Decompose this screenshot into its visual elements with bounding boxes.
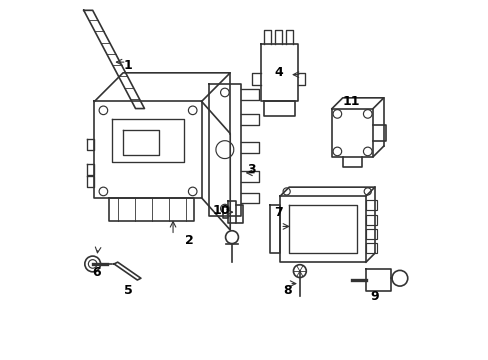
Text: 4: 4 [273,66,282,79]
Text: 3: 3 [247,163,255,176]
Bar [365,201,376,210]
Text: 9: 9 [370,289,378,303]
Text: 6: 6 [92,266,101,279]
Text: 8: 8 [283,284,291,297]
Bar [365,229,376,239]
Bar [365,243,376,253]
Text: 1: 1 [124,59,133,72]
Bar [365,215,376,225]
Text: 11: 11 [342,95,360,108]
Text: 5: 5 [124,284,133,297]
Text: 7: 7 [273,206,282,219]
Text: 10: 10 [212,204,229,217]
Text: 2: 2 [184,234,193,247]
